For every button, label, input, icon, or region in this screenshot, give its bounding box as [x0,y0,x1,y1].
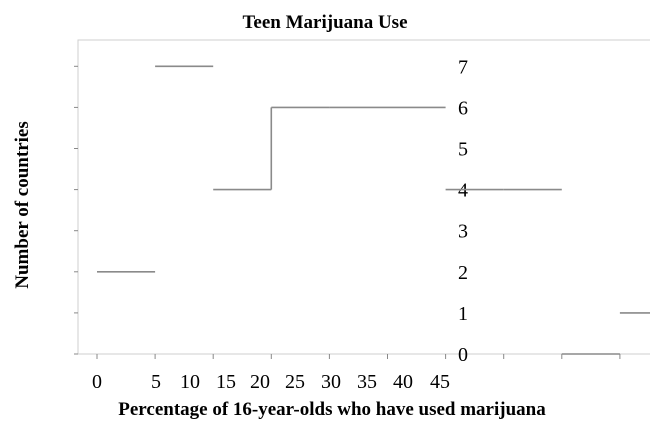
x-tick-label: 15 [216,371,236,393]
x-tick-label: 35 [357,371,377,393]
x-axis-label: Percentage of 16-year-olds who have used… [118,399,546,420]
x-tick-label: 0 [92,371,102,393]
chart-title: Teen Marijuana Use [242,12,407,33]
x-tick-label: 5 [151,371,161,393]
x-axis-ticks [96,354,621,359]
x-tick-label: 20 [250,371,270,393]
plot-frame [77,39,650,355]
y-axis-label: Number of countries [12,121,33,288]
histogram-steps [97,65,650,355]
x-tick-label: 30 [321,371,341,393]
y-tick-label: 3 [458,221,468,243]
x-tick-label: 10 [180,371,200,393]
y-tick-label: 5 [458,139,468,161]
x-tick-label: 45 [430,371,450,393]
x-tick-label: 25 [285,371,305,393]
y-tick-label: 6 [458,97,468,119]
y-axis-tick-labels: 0 1 2 3 4 5 6 7 [458,56,468,366]
y-tick-label: 7 [458,56,468,78]
y-tick-label: 4 [458,180,468,202]
y-tick-label: 2 [458,262,468,284]
y-axis-ticks [74,65,78,355]
x-tick-label: 40 [393,371,413,393]
y-tick-label: 0 [458,344,468,366]
y-tick-label: 1 [458,303,468,325]
x-axis-tick-labels: 0 5 10 15 20 25 30 35 40 45 [92,371,450,393]
